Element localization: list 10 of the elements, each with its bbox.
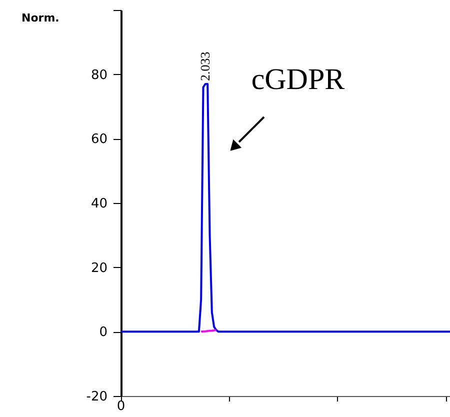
annotation: 2.033 <box>197 52 212 81</box>
y-tick-label: 20 <box>90 260 108 276</box>
y-tick-label: 60 <box>90 132 108 148</box>
annotation: cGDPR <box>251 63 345 96</box>
y-tick-label: 40 <box>90 196 108 212</box>
y-tick-label: 80 <box>90 68 108 83</box>
y-tick-label: -20 <box>86 390 108 404</box>
text: 0 <box>116 399 126 414</box>
y-axis-title: Norm. <box>22 12 60 24</box>
y-tick-label: 0 <box>99 325 108 340</box>
